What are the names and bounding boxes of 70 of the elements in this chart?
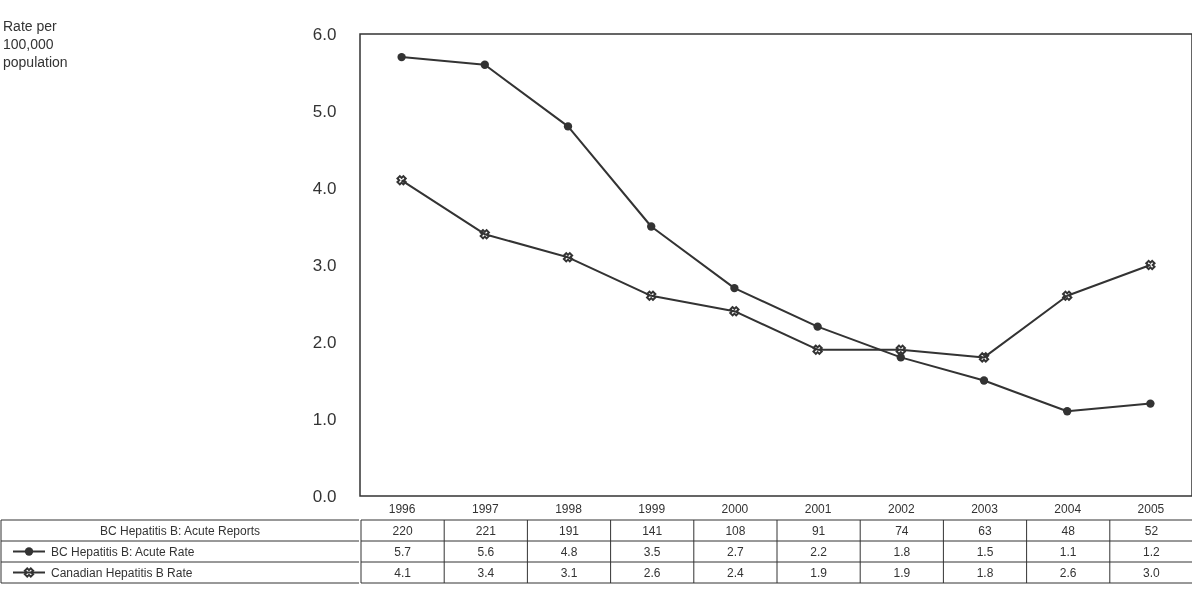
point — [562, 252, 574, 263]
x-tick-label: 2003 — [971, 501, 999, 516]
text: 91 — [811, 523, 826, 538]
data-label: 5.7 — [394, 544, 412, 559]
point — [1146, 399, 1155, 408]
data-label: 1.8 — [976, 565, 994, 580]
text: 191 — [558, 523, 580, 538]
data-label: 1.1 — [1059, 544, 1077, 559]
text: Rate per 100,000 population — [3, 18, 68, 70]
point — [730, 283, 739, 293]
point — [563, 122, 573, 131]
y-tick-label: 5.0 — [312, 101, 337, 121]
point — [978, 352, 990, 363]
y-tick-label: 2.0 — [312, 332, 337, 352]
point — [895, 344, 906, 355]
data-label: 1.8 — [893, 544, 911, 559]
data-label: 5.6 — [477, 544, 495, 559]
data-label: 2.6 — [1059, 565, 1077, 580]
x-tick-label: 1999 — [638, 501, 666, 516]
point — [397, 52, 406, 62]
data-label: 1.5 — [976, 544, 994, 559]
data-label: 2.7 — [727, 544, 745, 559]
y-tick-label: 3.0 — [312, 255, 337, 275]
data-label: 4.8 — [560, 544, 578, 559]
point — [479, 229, 490, 240]
point — [1145, 259, 1156, 271]
text: BC Hepatitis B: Acute Reports — [99, 523, 261, 538]
x-tick-label: 1997 — [471, 501, 499, 516]
text: 63 — [978, 523, 992, 538]
text: 74 — [895, 523, 909, 538]
point — [813, 322, 822, 331]
legend-label: BC Hepatitis B: Acute Rate — [51, 544, 195, 559]
text: 221 — [475, 523, 497, 538]
data-label: 2.2 — [810, 544, 828, 559]
data-label: 1.2 — [1143, 544, 1161, 559]
point — [646, 290, 657, 301]
data-label: 1.9 — [810, 565, 828, 580]
y-tick-label: 0.0 — [312, 486, 337, 506]
text: 220 — [392, 523, 413, 538]
point — [647, 222, 656, 231]
data-label: 3.5 — [643, 544, 661, 559]
point — [396, 175, 407, 186]
y-tick-label: 4.0 — [312, 178, 337, 198]
data-label: 4.1 — [394, 565, 412, 580]
y-tick-label: 1.0 — [312, 409, 337, 429]
x-tick-label: 2000 — [721, 501, 749, 516]
text: 141 — [642, 523, 663, 538]
x-tick-label: 2005 — [1137, 501, 1165, 516]
x-tick-label: 2001 — [804, 501, 832, 516]
point — [812, 344, 823, 355]
point — [1063, 407, 1072, 416]
point — [979, 376, 989, 385]
x-tick-label: 1996 — [388, 501, 416, 516]
data-label: 1.9 — [893, 565, 911, 580]
y-tick-label: 6.0 — [312, 24, 337, 44]
data-label: 3.1 — [560, 565, 578, 580]
x-tick-label: 1998 — [555, 501, 583, 516]
data-label: 3.4 — [477, 565, 495, 580]
data-label: 3.0 — [1143, 565, 1161, 580]
point — [1062, 290, 1073, 301]
text: 108 — [725, 523, 746, 538]
data-label: 2.6 — [643, 565, 661, 580]
x-tick-label: 2002 — [887, 501, 915, 516]
legend-label: Canadian Hepatitis B Rate — [51, 565, 193, 580]
point — [729, 306, 740, 317]
point — [480, 60, 489, 69]
x-tick-label: 2004 — [1054, 501, 1082, 516]
text: 48 — [1061, 523, 1076, 538]
text: 52 — [1144, 523, 1159, 538]
data-label: 2.4 — [727, 565, 745, 580]
